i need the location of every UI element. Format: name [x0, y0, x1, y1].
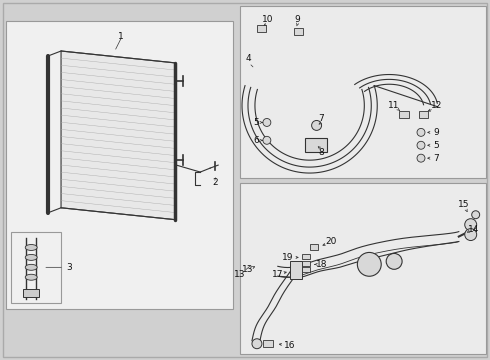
Text: 5: 5: [433, 141, 439, 150]
Circle shape: [465, 219, 477, 231]
Ellipse shape: [25, 274, 37, 280]
Text: 7: 7: [318, 114, 324, 123]
Text: 2: 2: [212, 179, 218, 188]
Circle shape: [263, 136, 271, 144]
Text: 13: 13: [242, 265, 254, 274]
Bar: [240, 183, 486, 354]
Text: 16: 16: [284, 341, 295, 350]
Circle shape: [417, 154, 425, 162]
Ellipse shape: [25, 255, 37, 260]
Circle shape: [263, 118, 271, 126]
Text: 5: 5: [253, 118, 259, 127]
Circle shape: [386, 253, 402, 269]
Text: 17: 17: [272, 270, 284, 279]
Circle shape: [312, 121, 321, 130]
Polygon shape: [61, 51, 175, 220]
Bar: [11, 231, 61, 303]
Bar: [419, 111, 428, 118]
Text: 14: 14: [468, 225, 479, 234]
Text: 12: 12: [431, 101, 442, 110]
Circle shape: [252, 339, 262, 349]
Text: 10: 10: [262, 15, 273, 24]
Text: 11: 11: [389, 101, 400, 110]
Circle shape: [465, 229, 477, 240]
Circle shape: [472, 211, 480, 219]
Ellipse shape: [25, 264, 37, 270]
Text: 9: 9: [295, 15, 300, 24]
Text: 15: 15: [458, 200, 469, 209]
Circle shape: [417, 141, 425, 149]
Bar: [257, 25, 266, 32]
Bar: [294, 28, 303, 35]
Bar: [240, 6, 486, 178]
Circle shape: [357, 252, 381, 276]
Bar: [399, 111, 409, 118]
Bar: [302, 255, 310, 260]
Text: 13: 13: [234, 270, 246, 279]
Text: 4: 4: [245, 54, 251, 63]
Text: 19: 19: [282, 253, 294, 262]
Bar: [290, 261, 302, 279]
Bar: [302, 261, 310, 266]
Bar: [23, 289, 39, 297]
Bar: [305, 138, 326, 152]
Circle shape: [417, 129, 425, 136]
Bar: [263, 340, 273, 347]
Text: 20: 20: [326, 237, 337, 246]
Text: 6: 6: [253, 136, 259, 145]
Text: 8: 8: [318, 148, 324, 157]
Text: 1: 1: [118, 32, 123, 41]
Text: 7: 7: [433, 154, 439, 163]
Ellipse shape: [25, 244, 37, 251]
Bar: [310, 244, 318, 251]
Text: 3: 3: [66, 263, 72, 272]
Bar: [302, 267, 310, 272]
Bar: [6, 21, 233, 309]
Text: 9: 9: [433, 128, 439, 137]
Text: 18: 18: [316, 260, 327, 269]
